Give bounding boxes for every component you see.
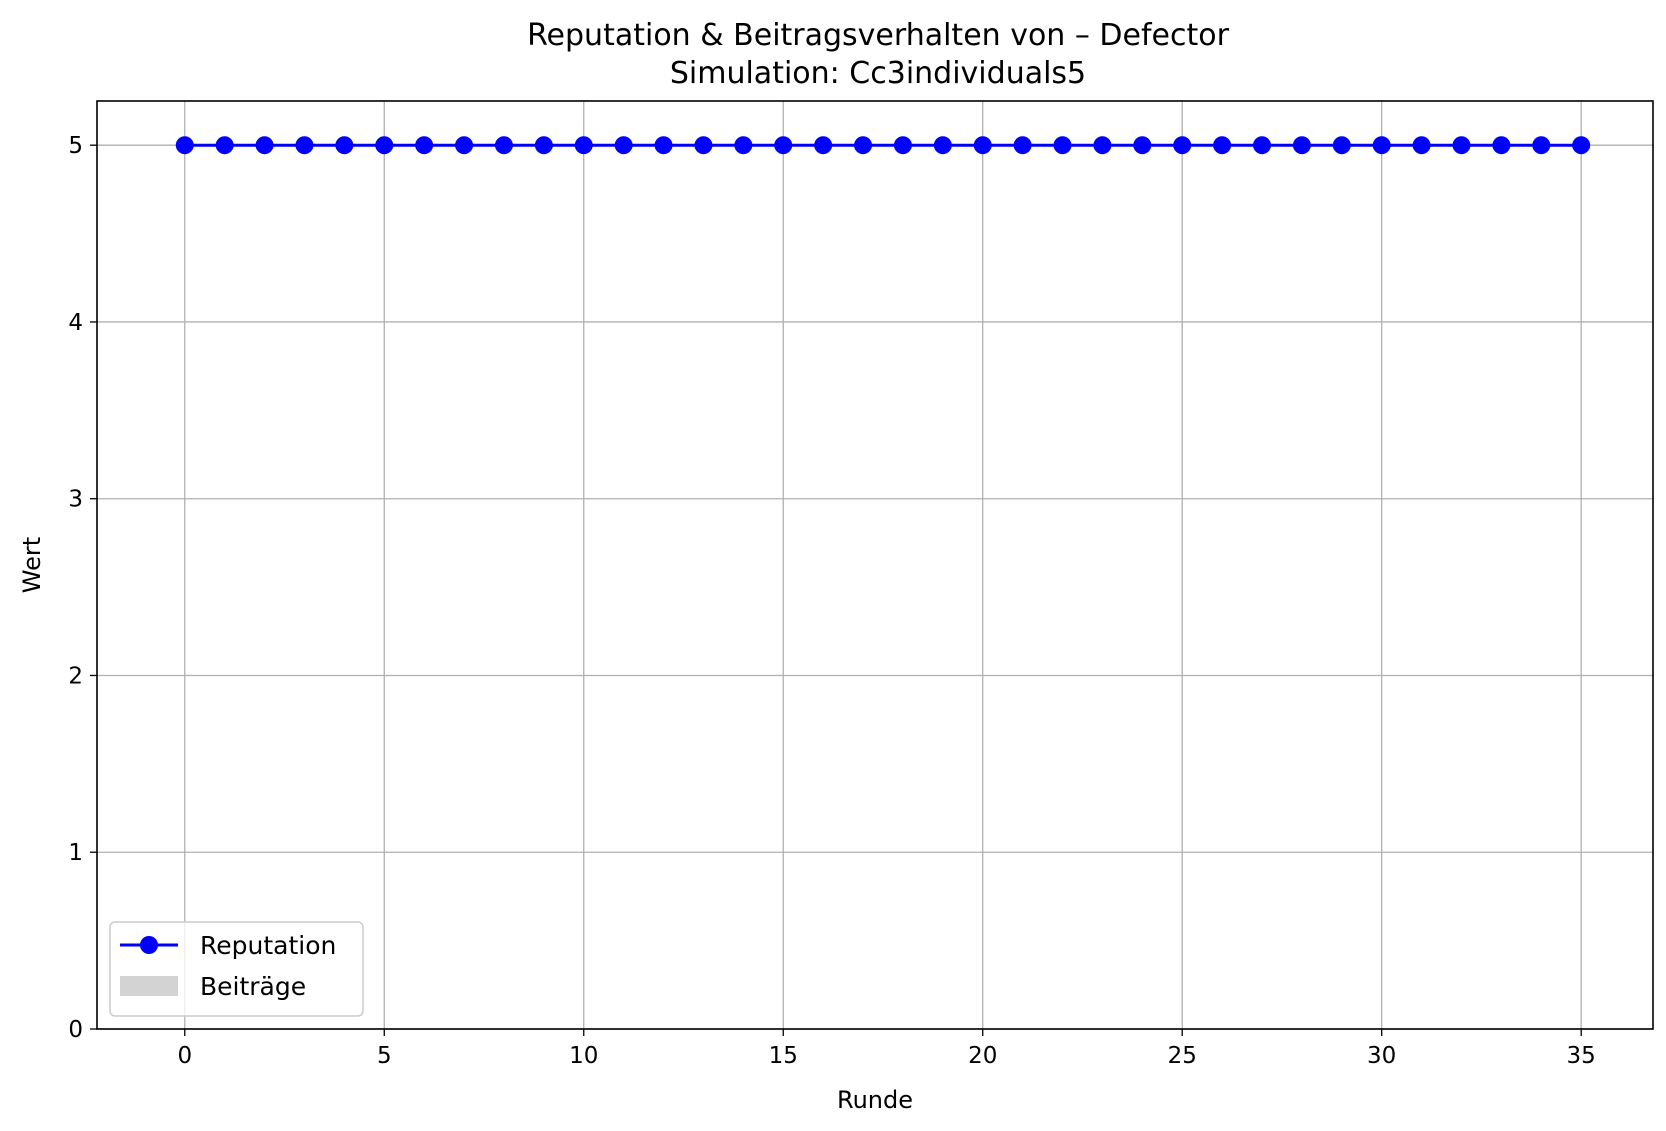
reputation-point	[1213, 136, 1232, 155]
reputation-point	[1053, 136, 1072, 155]
reputation-point	[973, 136, 992, 155]
legend: Reputation Beiträge	[109, 921, 364, 1017]
reputation-point	[494, 136, 513, 155]
x-tick-label: 30	[1367, 1043, 1396, 1069]
reputation-point	[1532, 136, 1551, 155]
y-axis-ticks: 0 1 2 3 4 5	[68, 133, 97, 1043]
reputation-point	[574, 136, 593, 155]
x-tick-label: 20	[968, 1043, 997, 1069]
reputation-point	[694, 136, 713, 155]
y-axis-label: Wert	[18, 537, 46, 593]
legend-label-reputation: Reputation	[200, 931, 336, 960]
reputation-point	[854, 136, 873, 155]
y-tick-label: 3	[68, 487, 83, 513]
reputation-point	[1013, 136, 1032, 155]
reputation-point	[415, 136, 434, 155]
x-tick-label: 15	[769, 1043, 798, 1069]
y-tick-label: 1	[68, 840, 83, 866]
x-tick-label: 10	[569, 1043, 598, 1069]
reputation-point	[774, 136, 793, 155]
reputation-point	[1572, 136, 1591, 155]
reputation-point	[375, 136, 394, 155]
x-tick-label: 5	[377, 1043, 392, 1069]
reputation-point	[534, 136, 553, 155]
legend-beitraege-patch	[120, 976, 178, 996]
reputation-point	[1412, 136, 1431, 155]
reputation-point	[614, 136, 633, 155]
chart-title: Reputation & Beitragsverhalten von – Def…	[527, 18, 1230, 53]
reputation-point	[455, 136, 474, 155]
reputation-point	[335, 136, 354, 155]
reputation-point	[1253, 136, 1272, 155]
reputation-series	[175, 136, 1591, 155]
reputation-point	[255, 136, 274, 155]
y-tick-label: 0	[68, 1017, 83, 1043]
reputation-point	[1093, 136, 1112, 155]
reputation-point	[933, 136, 952, 155]
reputation-point	[734, 136, 753, 155]
reputation-point	[1133, 136, 1152, 155]
reputation-point	[1372, 136, 1391, 155]
reputation-point	[1292, 136, 1311, 155]
reputation-point	[175, 136, 194, 155]
reputation-point	[1452, 136, 1471, 155]
reputation-point	[295, 136, 314, 155]
reputation-point	[814, 136, 833, 155]
reputation-point	[215, 136, 234, 155]
x-tick-label: 35	[1567, 1043, 1596, 1069]
x-tick-label: 0	[177, 1043, 192, 1069]
y-tick-label: 5	[68, 133, 83, 159]
reputation-point	[1492, 136, 1511, 155]
legend-reputation-marker	[140, 936, 158, 954]
reputation-point	[1173, 136, 1192, 155]
reputation-point	[654, 136, 673, 155]
x-axis-label: Runde	[837, 1086, 913, 1114]
legend-label-beitraege: Beiträge	[200, 972, 306, 1001]
chart-subtitle: Simulation: Cc3individuals5	[670, 56, 1086, 91]
reputation-point	[893, 136, 912, 155]
y-tick-label: 2	[68, 663, 83, 689]
x-tick-label: 25	[1168, 1043, 1197, 1069]
plot-frame	[96, 100, 1654, 1030]
reputation-point	[1332, 136, 1351, 155]
y-tick-label: 4	[68, 310, 83, 336]
plot-area	[97, 101, 1653, 1029]
x-axis-ticks: 0 5 10 15 20 25 30 35	[177, 1029, 1596, 1069]
